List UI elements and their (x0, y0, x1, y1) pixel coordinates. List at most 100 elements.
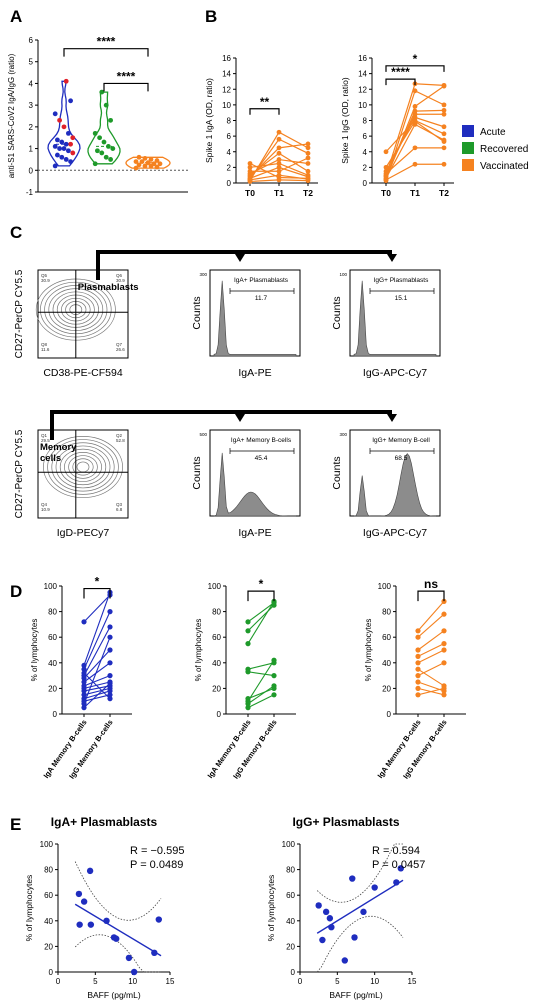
data-point (81, 670, 87, 676)
data-point (322, 908, 330, 916)
data-point (247, 168, 253, 174)
data-point (276, 129, 282, 135)
quadrant-label: Q1 (41, 433, 48, 438)
data-point (57, 146, 62, 151)
x-axis-label: IgA-PE (238, 527, 271, 539)
data-point (55, 152, 60, 158)
significance-label: ** (260, 95, 270, 109)
series-line (417, 630, 445, 651)
data-point (68, 98, 73, 104)
quadrant-label: 30.9 (116, 278, 125, 283)
data-point (415, 653, 421, 660)
y-axis-label: CD27-PerCP CY5.5 (14, 269, 25, 358)
y-axis-label: % of lymphocytes (266, 875, 276, 942)
y-tick-label: 80 (286, 866, 295, 875)
data-point (107, 680, 113, 686)
gate-label: cells (40, 453, 61, 464)
data-point (441, 647, 447, 653)
significance-label: ns (424, 577, 438, 591)
data-point (412, 145, 418, 151)
data-point (276, 161, 282, 166)
quadrant-label: 52.8 (116, 438, 125, 443)
data-point (305, 155, 311, 161)
significance-label: * (413, 52, 418, 66)
histogram-curve (353, 280, 437, 357)
gating-arrow (96, 250, 392, 280)
y-tick-label: 300 (339, 432, 347, 437)
panel-letter: D (10, 582, 22, 601)
x-tick-label: T0 (245, 188, 255, 198)
panel-letter: E (10, 815, 21, 834)
significance-bracket (103, 82, 149, 92)
significance-bracket (83, 587, 111, 599)
data-point (139, 159, 145, 165)
y-tick-label: 60 (212, 633, 221, 642)
data-point (142, 163, 148, 169)
series-line (247, 604, 275, 632)
data-point (76, 921, 83, 928)
data-point (59, 154, 65, 160)
data-point (276, 177, 282, 183)
quadrant-label: Q8 (41, 342, 48, 347)
chart-title: IgA+ Plasmablasts (51, 815, 158, 829)
x-tick-label: 5 (93, 977, 98, 986)
data-point (81, 705, 87, 711)
y-tick-label: 0 (291, 968, 296, 977)
data-point (383, 149, 389, 155)
series-line (83, 649, 111, 679)
series-line (83, 662, 111, 683)
x-axis-label: IgA-PE (238, 367, 271, 379)
data-point (92, 161, 98, 167)
histogram-curve (213, 452, 296, 517)
data-point (393, 879, 400, 886)
data-point (415, 628, 421, 634)
legend-label: Vaccinated (480, 161, 529, 172)
y-tick-label: 10 (222, 101, 231, 110)
series-line (247, 659, 275, 702)
data-point (397, 865, 404, 872)
data-point (328, 924, 335, 931)
data-point (107, 609, 113, 615)
x-tick-label: IgA Memory B-cells (42, 718, 89, 780)
y-tick-label: 80 (44, 866, 53, 875)
data-point (52, 111, 58, 117)
gate-value: 45.4 (255, 455, 268, 462)
data-point (412, 88, 418, 94)
x-tick-label: 10 (128, 977, 137, 986)
series-line (247, 685, 275, 705)
significance-bracket (249, 108, 280, 115)
y-tick-label: 100 (40, 840, 54, 849)
chart-E1: 0 20 40 60 80 100 0 5 10 15 IgA+ Plasmablasts BAFF … (24, 815, 184, 1000)
gate-label: Plasmablasts (78, 282, 139, 293)
data-point (81, 619, 87, 625)
series-line (83, 611, 111, 670)
significance-bracket (247, 590, 275, 602)
x-axis-label: BAFF (pg/mL) (87, 990, 141, 1000)
data-point (52, 163, 58, 169)
data-point (57, 117, 62, 123)
data-point (133, 165, 139, 171)
quadrant-label: 6.8 (116, 507, 123, 512)
data-point (341, 957, 348, 964)
series-line (385, 147, 444, 175)
data-point (142, 155, 148, 161)
violin-outline (47, 80, 81, 167)
data-point (107, 647, 113, 653)
confidence-band (74, 934, 161, 973)
y-axis-label: % of lymphocytes (24, 875, 34, 942)
y-tick-label: 0 (387, 710, 392, 719)
quadrant-label: 29.5 (41, 438, 50, 443)
data-point (107, 688, 113, 694)
y-tick-label: 80 (212, 608, 221, 617)
data-point (441, 102, 447, 108)
series-line (83, 594, 111, 623)
data-point (276, 150, 282, 156)
quadrant-label: Q4 (41, 502, 48, 507)
quadrant-label: Q2 (116, 433, 123, 438)
y-tick-label: 16 (222, 54, 231, 63)
data-point (441, 82, 447, 88)
density-contour (64, 452, 102, 482)
quadrant-label: 10.9 (41, 507, 50, 512)
x-tick-label: T2 (439, 188, 449, 198)
y-tick-label: 80 (382, 608, 391, 617)
